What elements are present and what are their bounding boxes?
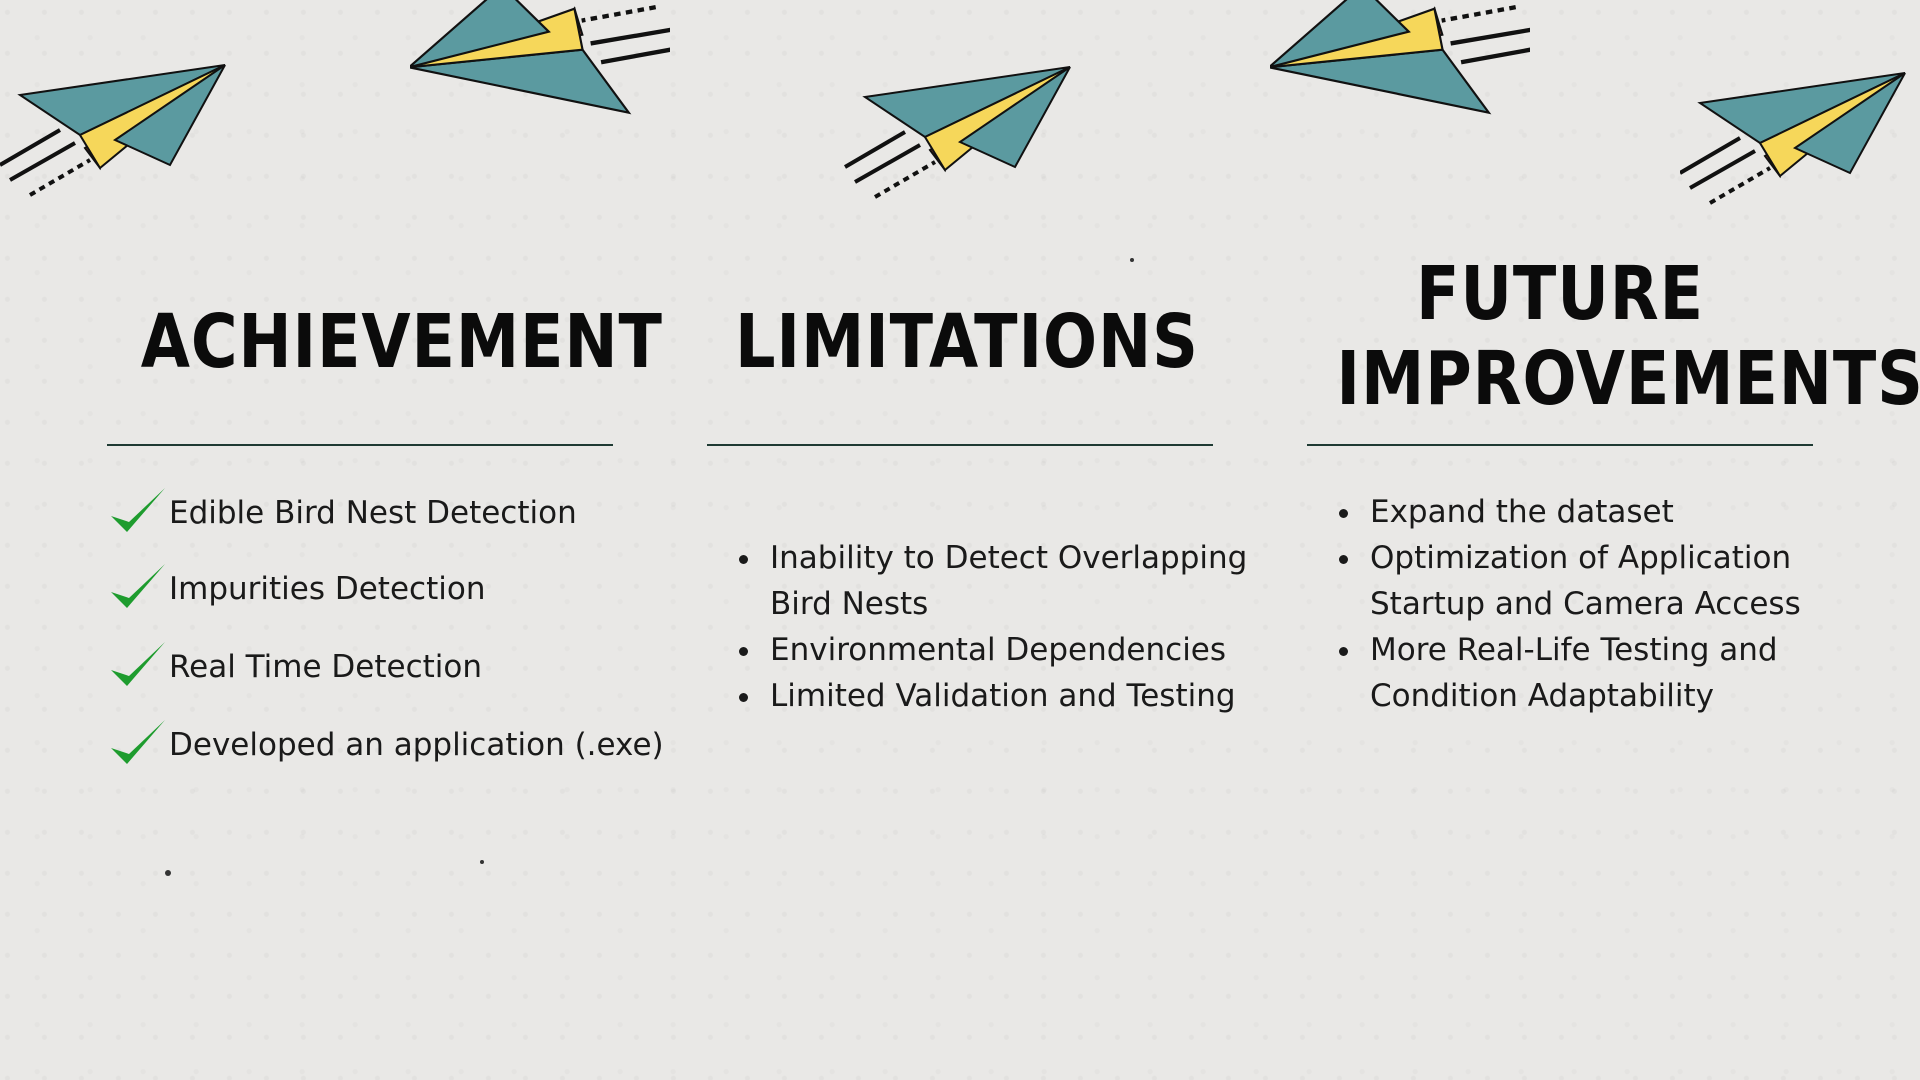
paper-speck [1130, 258, 1134, 262]
paper-plane-icon [0, 63, 227, 197]
list-item: Real Time Detection [107, 627, 664, 707]
achievement-item-text: Developed an application (.exe) [169, 727, 664, 763]
checkmark-icon [111, 642, 165, 686]
achievement-item-text: Edible Bird Nest Detection [169, 495, 577, 531]
list-item: Inability to Detect Overlapping Bird Nes… [764, 535, 1284, 627]
paper-speck [165, 870, 171, 876]
future-heading-line1: FUTURE [1416, 251, 1704, 337]
list-item: Developed an application (.exe) [107, 707, 664, 783]
paper-speck [480, 860, 484, 864]
paper-plane-icon [1680, 71, 1907, 205]
future-heading: FUTURE IMPROVEMENTS [1336, 251, 1920, 423]
limitations-list: Inability to Detect Overlapping Bird Nes… [736, 535, 1284, 719]
checkmark-icon [111, 720, 165, 764]
list-item: Environmental Dependencies [764, 627, 1284, 673]
paper-plane-icon [410, 0, 670, 140]
future-heading-line2: IMPROVEMENTS [1336, 336, 1920, 423]
list-item: Edible Bird Nest Detection [107, 475, 664, 551]
achievement-item-text: Real Time Detection [169, 649, 482, 685]
list-item: More Real-Life Testing and Condition Ada… [1364, 627, 1834, 719]
list-item: Impurities Detection [107, 551, 664, 627]
checkmark-icon [111, 564, 165, 608]
paper-plane-icon [843, 65, 1072, 199]
list-item: Expand the dataset [1364, 489, 1834, 535]
achievement-heading: ACHIEVEMENT [140, 299, 663, 385]
future-list: Expand the dataset Optimization of Appli… [1336, 489, 1834, 719]
achievement-item-text: Impurities Detection [169, 571, 486, 607]
achievement-list: Edible Bird Nest Detection Impurities De… [107, 475, 664, 783]
checkmark-icon [111, 488, 165, 532]
paper-plane-icon [1270, 0, 1530, 140]
future-divider [1307, 444, 1813, 446]
list-item: Optimization of Application Startup and … [1364, 535, 1834, 627]
list-item: Limited Validation and Testing [764, 673, 1284, 719]
achievement-divider [107, 444, 613, 446]
limitations-heading: LIMITATIONS [735, 299, 1199, 385]
limitations-divider [707, 444, 1213, 446]
